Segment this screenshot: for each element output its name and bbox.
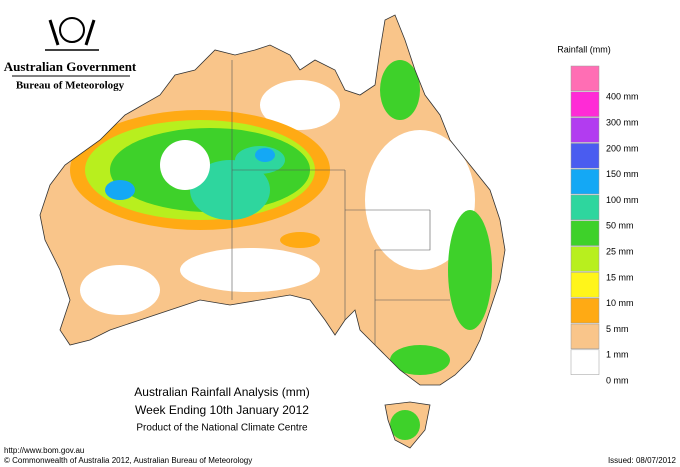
coastline [39, 14, 506, 449]
footer-url: http://www.bom.gov.au [4, 446, 84, 455]
logo-crest [45, 17, 99, 51]
legend-swatch [570, 297, 600, 324]
legend-swatch [570, 194, 600, 221]
legend-label: 25 mm [606, 246, 634, 256]
legend-swatch [570, 65, 600, 92]
legend-swatch [570, 91, 600, 117]
legend-swatch [570, 168, 600, 195]
legend-label: 1 mm [606, 350, 629, 360]
legend-label: 0 mm [606, 375, 629, 385]
legend-swatch [570, 117, 600, 143]
legend-swatch [570, 323, 600, 350]
legend-swatch [570, 272, 600, 298]
legend-label: 100 mm [606, 195, 639, 205]
legend-label: 200 mm [606, 143, 639, 153]
map-credit: Product of the National Climate Centre [136, 423, 308, 434]
map-subtitle: Week Ending 10th January 2012 [135, 403, 309, 417]
legend-label: 15 mm [606, 272, 634, 282]
government-name: Australian Government [4, 59, 137, 74]
map-title: Australian Rainfall Analysis (mm) [134, 385, 309, 399]
legend-swatch [570, 143, 600, 169]
legend-label: 10 mm [606, 298, 634, 308]
legend-label: 300 mm [606, 117, 639, 127]
legend: 400 mm 300 mm 200 mm 150 mm 100 mm 50 mm 25 mm… [570, 65, 639, 385]
legend-title: Rainfall (mm) [557, 44, 611, 54]
legend-label: 5 mm [606, 324, 629, 334]
legend-swatch [570, 349, 600, 375]
agency-name: Bureau of Meteorology [16, 80, 125, 92]
footer-copyright: © Commonwealth of Australia 2012, Austra… [4, 456, 252, 465]
legend-label: 50 mm [606, 221, 634, 231]
legend-swatch [570, 220, 600, 246]
legend-label: 400 mm [606, 92, 639, 102]
legend-label: 150 mm [606, 169, 639, 179]
footer-issued: Issued: 08/07/2012 [608, 456, 677, 465]
legend-swatch [570, 246, 600, 272]
